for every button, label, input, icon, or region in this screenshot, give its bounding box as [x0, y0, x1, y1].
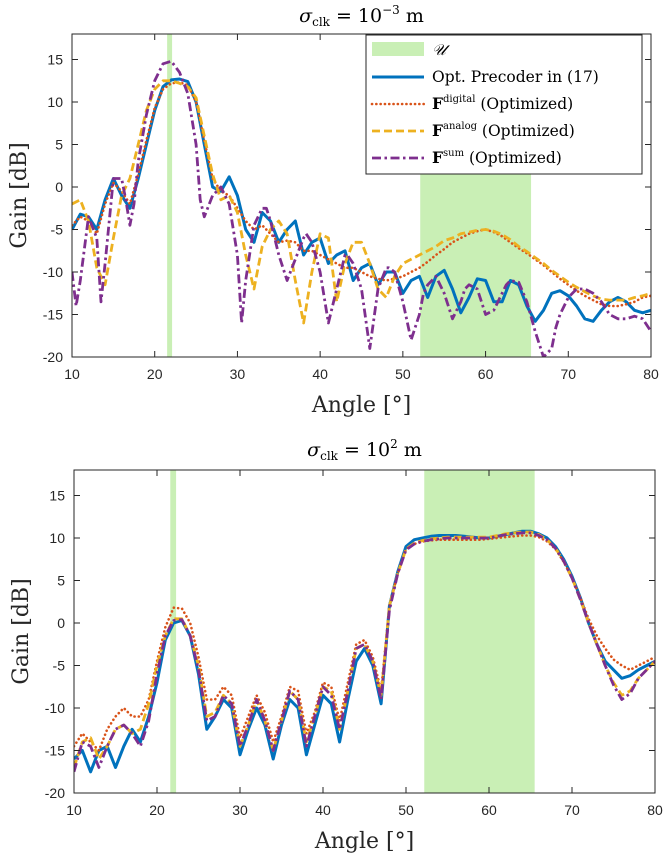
x-tick-label: 60 [478, 366, 494, 382]
y-tick-label: 15 [47, 52, 63, 68]
x-axis-label: Angle [°] [314, 829, 414, 854]
series-sum-line [72, 59, 651, 357]
y-tick-label: -10 [45, 700, 65, 716]
y-tick-label: 5 [57, 573, 65, 589]
x-tick-label: 30 [230, 366, 246, 382]
bottom-chart: 10 20 30 40 50 60 70 80 -20 -15 -10 -5 0 5 10 15 σclk = … [9, 437, 663, 854]
x-tick-label: 60 [481, 802, 497, 818]
y-tick-label: -10 [43, 264, 63, 280]
y-axis-label: Gain [dB] [7, 142, 32, 248]
chart-title: σclk = 102 m [307, 437, 422, 463]
y-tick-label: 15 [49, 488, 65, 504]
axes-box [71, 33, 652, 358]
y-tick-label: -20 [45, 785, 65, 801]
x-tick-label: 80 [647, 802, 663, 818]
y-tick-label: -15 [43, 307, 63, 323]
x-tick-label: 10 [64, 366, 80, 382]
legend-region-label: 𝒰 [432, 41, 450, 59]
region-band-2 [424, 470, 535, 793]
x-tick-label: 50 [395, 366, 411, 382]
region-band-1 [167, 34, 173, 357]
series-digital-line [72, 81, 651, 308]
y-tick-label: 10 [49, 530, 65, 546]
y-tick-label: 0 [55, 179, 63, 195]
y-tick-label: 0 [57, 615, 65, 631]
legend-analog-label: Fanalog (Optimized) [432, 121, 575, 140]
legend: 𝒰 Opt. Precoder in (17) Fdigital (Optimize… [365, 34, 643, 175]
x-tick-label: 70 [560, 366, 576, 382]
y-axis-label: Gain [dB] [9, 578, 34, 684]
y-tick-label: -5 [51, 222, 64, 238]
x-tick-label: 10 [66, 802, 82, 818]
y-tick-label: -5 [53, 658, 66, 674]
y-tick-label: -20 [43, 349, 63, 365]
region-band-1 [170, 470, 177, 793]
x-tick-label: 70 [564, 802, 580, 818]
legend-sum-label: Fsum (Optimized) [432, 148, 562, 167]
axes-box [73, 469, 656, 794]
series-digital-line [74, 534, 655, 752]
x-tick-label: 40 [312, 366, 328, 382]
x-tick-label: 30 [232, 802, 248, 818]
series-sum-line [74, 531, 655, 773]
legend-opt-label: Opt. Precoder in (17) [432, 68, 599, 86]
legend-region-swatch [372, 42, 424, 56]
x-tick-label: 50 [398, 802, 414, 818]
y-tick-label: 5 [55, 137, 63, 153]
y-tick-label: -15 [45, 743, 65, 759]
x-tick-label: 20 [147, 366, 163, 382]
x-tick-label: 80 [643, 366, 659, 382]
chart-title: σclk = 10−3 m [299, 3, 424, 29]
y-tick-label: 10 [47, 94, 63, 110]
x-tick-label: 20 [149, 802, 165, 818]
series-analog-line [72, 79, 651, 325]
x-tick-label: 40 [315, 802, 331, 818]
x-axis-label: Angle [°] [311, 393, 411, 418]
legend-digital-label: Fdigital (Optimized) [432, 94, 573, 113]
